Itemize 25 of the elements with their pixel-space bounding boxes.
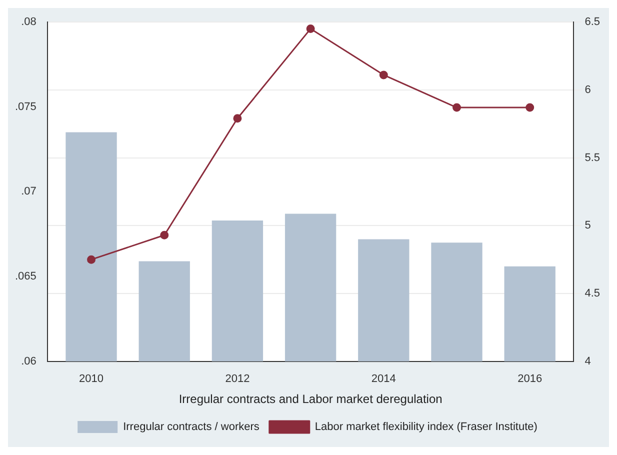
y-tick-label: .075 xyxy=(14,100,36,113)
y-tick-label: .08 xyxy=(21,16,36,28)
x-tick-label: 2010 xyxy=(79,373,104,386)
legend-label: Irregular contracts / workers xyxy=(123,421,260,434)
y-tick-label: .06 xyxy=(21,355,36,368)
x-axis-title: Irregular contracts and Labor market deregulation xyxy=(178,392,442,406)
y2-tick-label: 4.5 xyxy=(584,288,600,300)
y2-tick-label: 4 xyxy=(584,355,591,368)
point xyxy=(306,24,315,34)
point xyxy=(452,103,462,112)
x-tick-label: 2012 xyxy=(225,373,250,386)
y2-tick-label: 6.5 xyxy=(584,16,600,28)
y2-tick-label: 5 xyxy=(584,220,591,232)
y-tick-label: .07 xyxy=(21,186,36,198)
x-tick-label: 2014 xyxy=(371,373,396,386)
point xyxy=(526,103,534,112)
point xyxy=(233,114,242,123)
x-tick-label: 2016 xyxy=(518,373,542,386)
point xyxy=(379,70,388,80)
point xyxy=(87,255,96,264)
y-tick-label: .065 xyxy=(14,270,36,283)
point xyxy=(160,230,169,240)
legend-label: Labor market flexibility index (Fraser Institute) xyxy=(314,421,538,434)
y2-tick-label: 6 xyxy=(584,84,591,96)
y2-tick-label: 5.5 xyxy=(584,152,600,164)
